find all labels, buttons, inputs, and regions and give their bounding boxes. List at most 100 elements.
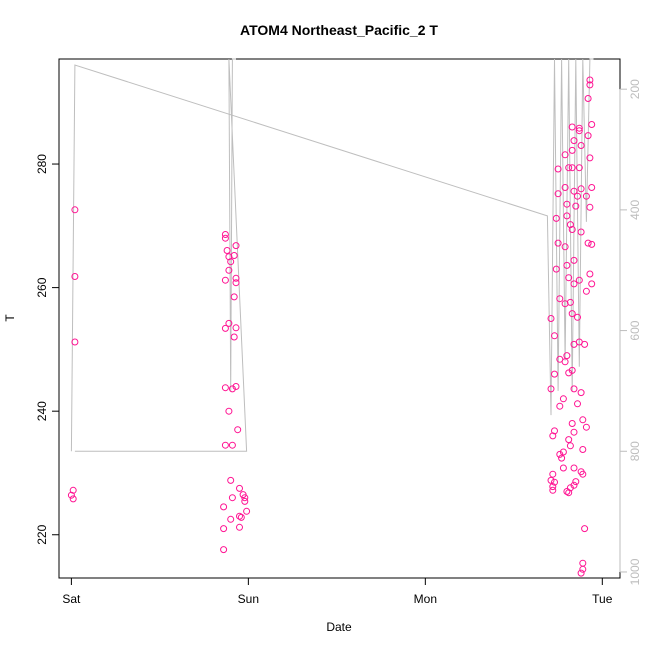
data-point xyxy=(565,274,573,282)
data-point xyxy=(67,491,75,499)
data-point xyxy=(220,525,228,533)
data-point xyxy=(551,332,558,340)
y-axis-left: 220 240 260 280 xyxy=(35,154,60,545)
data-point xyxy=(570,137,578,145)
data-point xyxy=(225,319,233,327)
data-point xyxy=(563,261,571,269)
data-point xyxy=(551,478,558,486)
data-point xyxy=(232,274,240,282)
data-point xyxy=(236,484,243,492)
data-point xyxy=(547,476,555,484)
data-point xyxy=(586,270,594,278)
data-point xyxy=(221,384,229,392)
data-point xyxy=(577,569,585,577)
data-point xyxy=(232,242,240,250)
data-point xyxy=(549,470,557,478)
data-point xyxy=(236,523,243,531)
data-point xyxy=(582,423,590,431)
data-point xyxy=(69,486,77,494)
x-tick-label: Tue xyxy=(592,592,613,606)
x-tick-label: Sat xyxy=(62,592,81,606)
data-point xyxy=(551,427,558,435)
data-point xyxy=(554,190,562,198)
data-point xyxy=(586,81,594,89)
data-point xyxy=(586,76,594,84)
data-point xyxy=(568,420,576,427)
data-point xyxy=(71,273,79,280)
data-point xyxy=(568,164,576,172)
data-point xyxy=(561,358,569,366)
y2-tick-label: 200 xyxy=(628,79,642,99)
data-point xyxy=(561,151,569,159)
data-point xyxy=(586,203,594,211)
data-point xyxy=(565,436,573,444)
data-point xyxy=(552,214,560,222)
data-point xyxy=(558,454,566,462)
data-point xyxy=(551,370,558,378)
chart-title: ATOM4 Northeast_Pacific_2 T xyxy=(240,22,438,38)
data-point xyxy=(582,287,590,295)
data-point xyxy=(227,258,235,266)
plot-frame xyxy=(58,58,621,579)
data-point xyxy=(232,383,240,390)
profile-line-2 xyxy=(74,58,248,452)
x-tick-label: Mon xyxy=(414,592,437,606)
data-point xyxy=(584,132,592,140)
x-axis-label: Date xyxy=(326,620,352,634)
data-point xyxy=(568,366,576,374)
data-point xyxy=(243,507,251,515)
data-point xyxy=(575,124,583,132)
data-point xyxy=(559,464,567,472)
data-point xyxy=(223,247,231,254)
data-point xyxy=(565,164,573,172)
y-tick-label: 260 xyxy=(35,277,49,297)
data-point xyxy=(232,324,240,332)
data-point xyxy=(568,123,576,131)
data-point xyxy=(237,513,245,521)
data-point xyxy=(588,240,596,248)
data-point xyxy=(547,315,555,322)
data-point xyxy=(563,352,571,360)
y2-tick-label: 800 xyxy=(628,441,642,461)
data-point xyxy=(559,395,567,403)
data-point xyxy=(579,565,587,573)
x-tick-label: Sun xyxy=(238,592,259,606)
x-axis: Sat Sun Mon Tue xyxy=(62,577,613,606)
data-point xyxy=(227,476,235,484)
data-point xyxy=(220,503,228,511)
data-point xyxy=(556,295,564,303)
data-point xyxy=(556,402,564,410)
data-point xyxy=(581,525,589,533)
data-point xyxy=(230,252,238,259)
data-point xyxy=(566,442,574,450)
data-point xyxy=(579,446,587,453)
data-point xyxy=(221,234,229,242)
data-point xyxy=(584,95,592,102)
data-point xyxy=(225,407,233,415)
data-points-layer xyxy=(67,76,596,577)
data-point xyxy=(228,385,236,393)
y-axis-label: T xyxy=(3,314,17,322)
data-point xyxy=(549,486,557,494)
data-point xyxy=(556,450,564,458)
data-point xyxy=(71,206,79,214)
data-point xyxy=(221,231,229,238)
data-point xyxy=(563,200,571,208)
data-point xyxy=(570,385,578,393)
data-point xyxy=(561,184,569,191)
data-point xyxy=(69,495,77,503)
data-point xyxy=(549,432,557,440)
y-axis-right: 200 400 600 800 1000 xyxy=(619,79,642,585)
profile-line-layer xyxy=(70,58,594,452)
data-point xyxy=(228,441,236,449)
data-point xyxy=(563,212,571,220)
data-point xyxy=(579,470,587,478)
data-point xyxy=(584,239,592,247)
y-tick-label: 240 xyxy=(35,401,49,421)
data-point xyxy=(71,338,79,346)
data-point xyxy=(588,280,596,288)
data-point xyxy=(566,298,574,306)
data-point xyxy=(230,293,238,301)
data-point xyxy=(570,256,578,264)
